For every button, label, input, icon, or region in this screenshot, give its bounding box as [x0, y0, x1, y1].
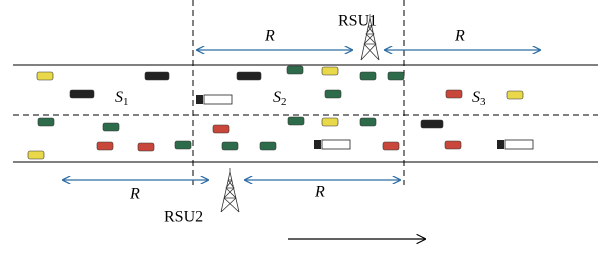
car: [446, 90, 462, 98]
car: [287, 66, 303, 74]
car: [145, 72, 169, 80]
segment-letter: S: [115, 89, 123, 106]
truck: [196, 95, 232, 104]
car: [175, 141, 191, 149]
segment-letter: S: [472, 89, 480, 106]
range-label: R: [314, 184, 325, 201]
segment-index: 1: [123, 96, 129, 108]
car: [360, 72, 376, 80]
vehicles: [28, 66, 533, 159]
car: [97, 142, 113, 150]
car: [222, 142, 238, 150]
truck-cab: [196, 95, 203, 104]
truck: [314, 140, 350, 149]
car: [388, 72, 404, 80]
rsu-label: RSU2: [164, 209, 203, 226]
car: [237, 72, 261, 80]
car: [260, 142, 276, 150]
truck-trailer: [204, 95, 232, 104]
car: [70, 90, 94, 98]
truck-cab: [497, 140, 504, 149]
car: [213, 125, 229, 133]
car: [322, 67, 338, 75]
diagram: RSU1 RSU2 R R R R S1 S2 S3: [0, 0, 605, 254]
car: [28, 151, 44, 159]
segment-label: S1: [115, 89, 129, 108]
car: [421, 120, 443, 128]
segment-letter: S: [273, 89, 281, 106]
segment-index: 2: [281, 96, 287, 108]
car: [103, 123, 119, 131]
tower-frame: [221, 172, 239, 212]
segment-label: S2: [273, 89, 287, 108]
towers: [221, 14, 379, 212]
car: [322, 118, 338, 126]
rsu-label: RSU1: [338, 13, 377, 30]
range-label: R: [264, 28, 275, 45]
car: [138, 143, 154, 151]
car: [325, 90, 341, 98]
range-label: R: [454, 28, 465, 45]
car: [288, 117, 304, 125]
truck: [497, 140, 533, 149]
range-label: R: [129, 186, 140, 203]
car: [360, 118, 376, 126]
car: [383, 142, 399, 150]
truck-trailer: [322, 140, 350, 149]
car: [445, 141, 461, 149]
segment-index: 3: [480, 96, 486, 108]
truck-trailer: [505, 140, 533, 149]
car: [38, 118, 54, 126]
segment-label: S3: [472, 89, 486, 108]
car: [507, 91, 523, 99]
car: [37, 72, 53, 80]
rsu-tower: [221, 168, 239, 212]
truck-cab: [314, 140, 321, 149]
